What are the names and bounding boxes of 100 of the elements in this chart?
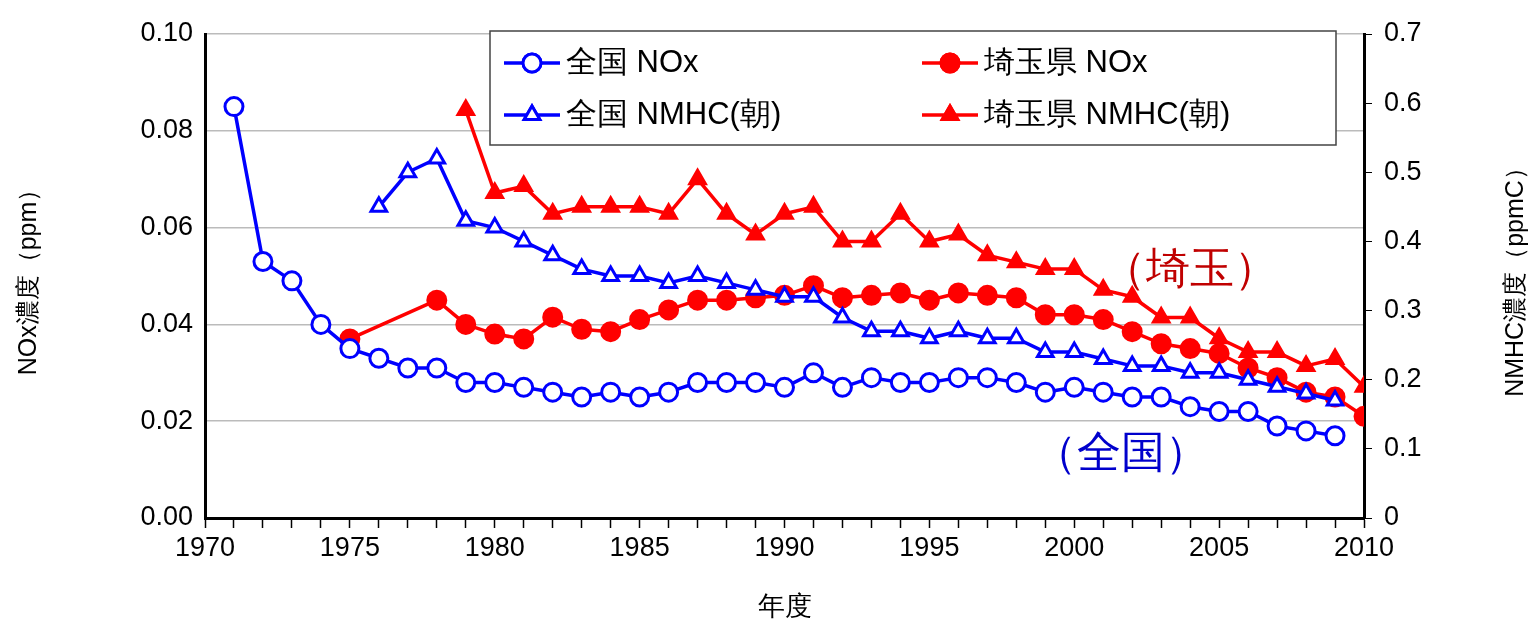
point (746, 224, 765, 241)
point (485, 182, 505, 200)
point (862, 230, 881, 248)
point (1092, 309, 1114, 331)
point (1064, 341, 1084, 359)
point (1296, 355, 1316, 372)
point (1151, 355, 1171, 372)
point (889, 282, 911, 304)
point (1122, 355, 1142, 372)
point (1267, 341, 1287, 359)
point (426, 357, 448, 379)
point (1209, 362, 1229, 379)
x-tick-label: 2005 (1189, 531, 1250, 562)
point (804, 286, 823, 303)
point (427, 147, 447, 165)
point (252, 250, 274, 272)
point (456, 210, 476, 227)
point (1325, 348, 1345, 365)
point (601, 196, 620, 213)
point (889, 371, 911, 393)
point (514, 230, 534, 248)
point (485, 217, 505, 234)
point (1179, 338, 1201, 360)
point (1151, 306, 1171, 324)
point (339, 338, 361, 360)
legend-label: 全国 NOx (566, 43, 700, 79)
x-tick-label: 2000 (1044, 531, 1105, 562)
point (630, 265, 649, 282)
point (629, 309, 651, 331)
y-tick-label: 0.04 (140, 307, 193, 338)
point (601, 265, 620, 282)
x-tick-label: 2010 (1333, 531, 1395, 562)
point (949, 224, 968, 241)
y2-tick-label: 0.7 (1384, 17, 1422, 48)
y-tick-label: 0.00 (140, 501, 193, 532)
point (1007, 327, 1026, 345)
point (1266, 415, 1288, 437)
y-axis-title: NOx濃度（ppm） (12, 176, 41, 376)
point (1238, 341, 1258, 359)
y2-tick-label: 0.2 (1384, 363, 1422, 394)
point (659, 272, 678, 289)
point (1150, 333, 1172, 355)
point (1064, 258, 1084, 276)
point (223, 96, 245, 118)
point (629, 386, 651, 408)
point (947, 282, 969, 304)
x-tick-label: 1985 (609, 531, 670, 562)
point (1295, 420, 1317, 442)
point (1093, 279, 1113, 296)
point (831, 376, 853, 398)
y2-tick-label: 0.1 (1384, 432, 1422, 463)
legend-label: 全国 NMHC(朝) (566, 95, 782, 131)
point (514, 175, 534, 193)
point (1180, 362, 1200, 379)
legend-label: 埼玉県 NMHC(朝) (983, 95, 1231, 131)
point (1063, 304, 1085, 326)
point (600, 381, 622, 403)
point (978, 327, 997, 345)
x-tick-label: 1995 (899, 531, 960, 562)
point (659, 203, 678, 220)
point (1238, 369, 1258, 386)
point (804, 196, 823, 213)
point (1179, 396, 1201, 418)
point (484, 371, 506, 393)
point (1005, 287, 1027, 309)
point (687, 371, 709, 393)
point (717, 272, 736, 289)
x-tick-label: 1975 (319, 531, 380, 562)
point (860, 284, 882, 306)
point (1005, 371, 1027, 393)
point (802, 362, 824, 384)
point (949, 320, 968, 338)
point (543, 203, 562, 220)
point (1034, 381, 1056, 403)
point (745, 371, 767, 393)
point (1180, 306, 1200, 324)
x-tick-label: 1970 (174, 531, 236, 562)
point (426, 289, 448, 311)
point (920, 230, 939, 248)
point (1208, 401, 1230, 423)
point (976, 284, 998, 306)
y-tick-label: 0.08 (140, 114, 193, 145)
point (1237, 401, 1259, 423)
point (368, 347, 390, 369)
annotation: （埼玉） (1102, 243, 1279, 293)
y2-tick-label: 0.6 (1384, 86, 1422, 117)
point (310, 313, 332, 335)
point (513, 328, 535, 350)
annotation: （全国） (1032, 427, 1209, 477)
point (947, 367, 969, 389)
point (630, 196, 649, 213)
point (572, 196, 591, 213)
point (774, 376, 795, 398)
point (455, 371, 477, 393)
point (484, 323, 506, 345)
point (775, 203, 794, 220)
point (717, 203, 736, 220)
point (862, 320, 881, 338)
point (571, 318, 593, 340)
point (716, 371, 738, 393)
